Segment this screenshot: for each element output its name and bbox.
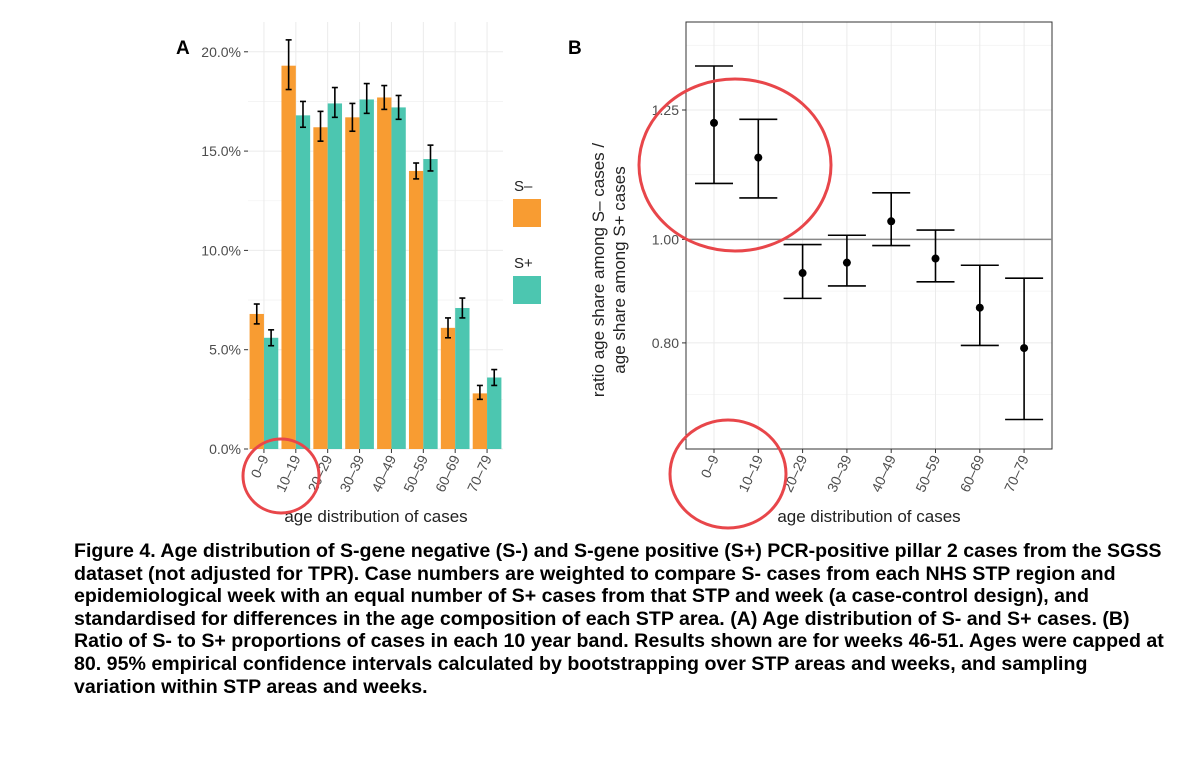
panel-b-x-axis: 0–9 10–19 20–29 30–39 40–49 50–59 60–69 70–79	[697, 449, 1032, 495]
highlight-circle-panel-a-ticks	[241, 437, 321, 515]
data-point	[842, 258, 851, 267]
x-tick-label: 70–79	[464, 452, 495, 494]
x-tick-label: 60–69	[957, 452, 988, 494]
panel-a-error-bars	[253, 39, 498, 401]
legend-label-s-minus: S–	[514, 178, 533, 195]
bar-s-plus	[263, 337, 279, 449]
panel-b-y-axis: 0.801.001.25	[652, 102, 686, 351]
panel-b-y-axis-title-line-1: ratio age share among S– cases /	[589, 143, 608, 397]
y-tick-label: 0.0%	[209, 441, 241, 457]
panel-a-x-axis: 0–9 10–19 20–29 30–39 40–49 50–59 60–69 70–79	[247, 449, 495, 495]
bar-s-plus	[391, 107, 406, 450]
highlight-circle-panel-b-points	[637, 77, 833, 253]
x-tick-label: 50–59	[912, 452, 943, 494]
x-tick-label: 0–9	[247, 452, 271, 480]
data-point	[754, 153, 763, 162]
panel-a-x-axis-title: age distribution of cases	[284, 507, 467, 526]
y-tick-label: 5.0%	[209, 342, 241, 358]
figure-svg: A 0.0% 5.0% 10.0% 15.0% 20.0% 0–9 10–19 20–29 3…	[176, 21, 1053, 530]
panel-a-bar-chart: A 0.0% 5.0% 10.0% 15.0% 20.0% 0–9 10–19 20–29 3…	[176, 22, 541, 526]
x-tick-label: 40–49	[868, 452, 899, 494]
bar-s-plus	[359, 99, 374, 449]
x-tick-label: 10–19	[273, 452, 304, 494]
panel-a-bars	[249, 65, 502, 450]
bar-s-plus	[455, 307, 470, 449]
panel-a-legend: S– S+	[513, 178, 541, 304]
bar-s-minus	[440, 327, 456, 449]
x-tick-label: 60–69	[432, 452, 463, 494]
panel-b-y-axis-title-line-2: age share among S+ cases	[610, 166, 629, 373]
bar-s-minus	[345, 117, 360, 449]
x-tick-label: 70–79	[1001, 452, 1032, 494]
x-tick-label: 50–59	[400, 452, 431, 494]
legend-swatch-s-minus	[513, 199, 541, 227]
legend-swatch-s-plus	[513, 276, 541, 304]
data-point	[710, 118, 718, 127]
bar-s-minus	[249, 313, 264, 449]
bar-s-plus	[423, 159, 438, 449]
bar-s-plus	[295, 115, 311, 450]
x-tick-label: 10–19	[735, 452, 766, 494]
panel-b-plot-border	[685, 21, 1053, 450]
bar-s-minus	[472, 393, 488, 449]
y-tick-label: 1.00	[652, 231, 679, 247]
highlight-circle-panel-b-ticks	[668, 418, 788, 530]
data-point	[798, 269, 807, 278]
panel-a-y-axis: 0.0% 5.0% 10.0% 15.0% 20.0%	[201, 44, 248, 457]
x-tick-label: 30–39	[824, 452, 855, 494]
bar-s-minus	[313, 127, 328, 449]
bar-s-plus	[487, 377, 502, 449]
x-tick-label: 40–49	[368, 452, 399, 494]
data-point	[1020, 344, 1029, 353]
panel-b-ratio-chart: B 0.801.001.25 0–9 10–19 20–29 30–39 40–49 50…	[568, 21, 1053, 526]
bar-s-minus	[377, 97, 392, 450]
figure-caption: Figure 4. Age distribution of S-gene neg…	[74, 540, 1164, 698]
data-point	[887, 217, 896, 226]
data-point	[931, 254, 940, 263]
panel-b-points	[710, 118, 1029, 353]
y-tick-label: 10.0%	[201, 242, 241, 258]
y-tick-label: 15.0%	[201, 143, 241, 159]
x-tick-label: 30–39	[336, 452, 367, 494]
highlight-annotations	[241, 77, 833, 530]
x-tick-label: 0–9	[697, 452, 721, 480]
y-tick-label: 20.0%	[201, 44, 241, 60]
panel-b-gridlines	[686, 22, 1052, 449]
bar-s-plus	[327, 103, 343, 449]
data-point	[975, 303, 984, 312]
panel-a-label: A	[176, 38, 190, 59]
bar-s-minus	[281, 65, 296, 449]
y-tick-label: 0.80	[652, 335, 679, 351]
panel-b-error-bars	[695, 65, 1044, 421]
panel-b-label: B	[568, 38, 582, 59]
panel-b-x-axis-title: age distribution of cases	[777, 507, 960, 526]
bar-s-minus	[408, 170, 424, 449]
legend-label-s-plus: S+	[514, 255, 533, 272]
